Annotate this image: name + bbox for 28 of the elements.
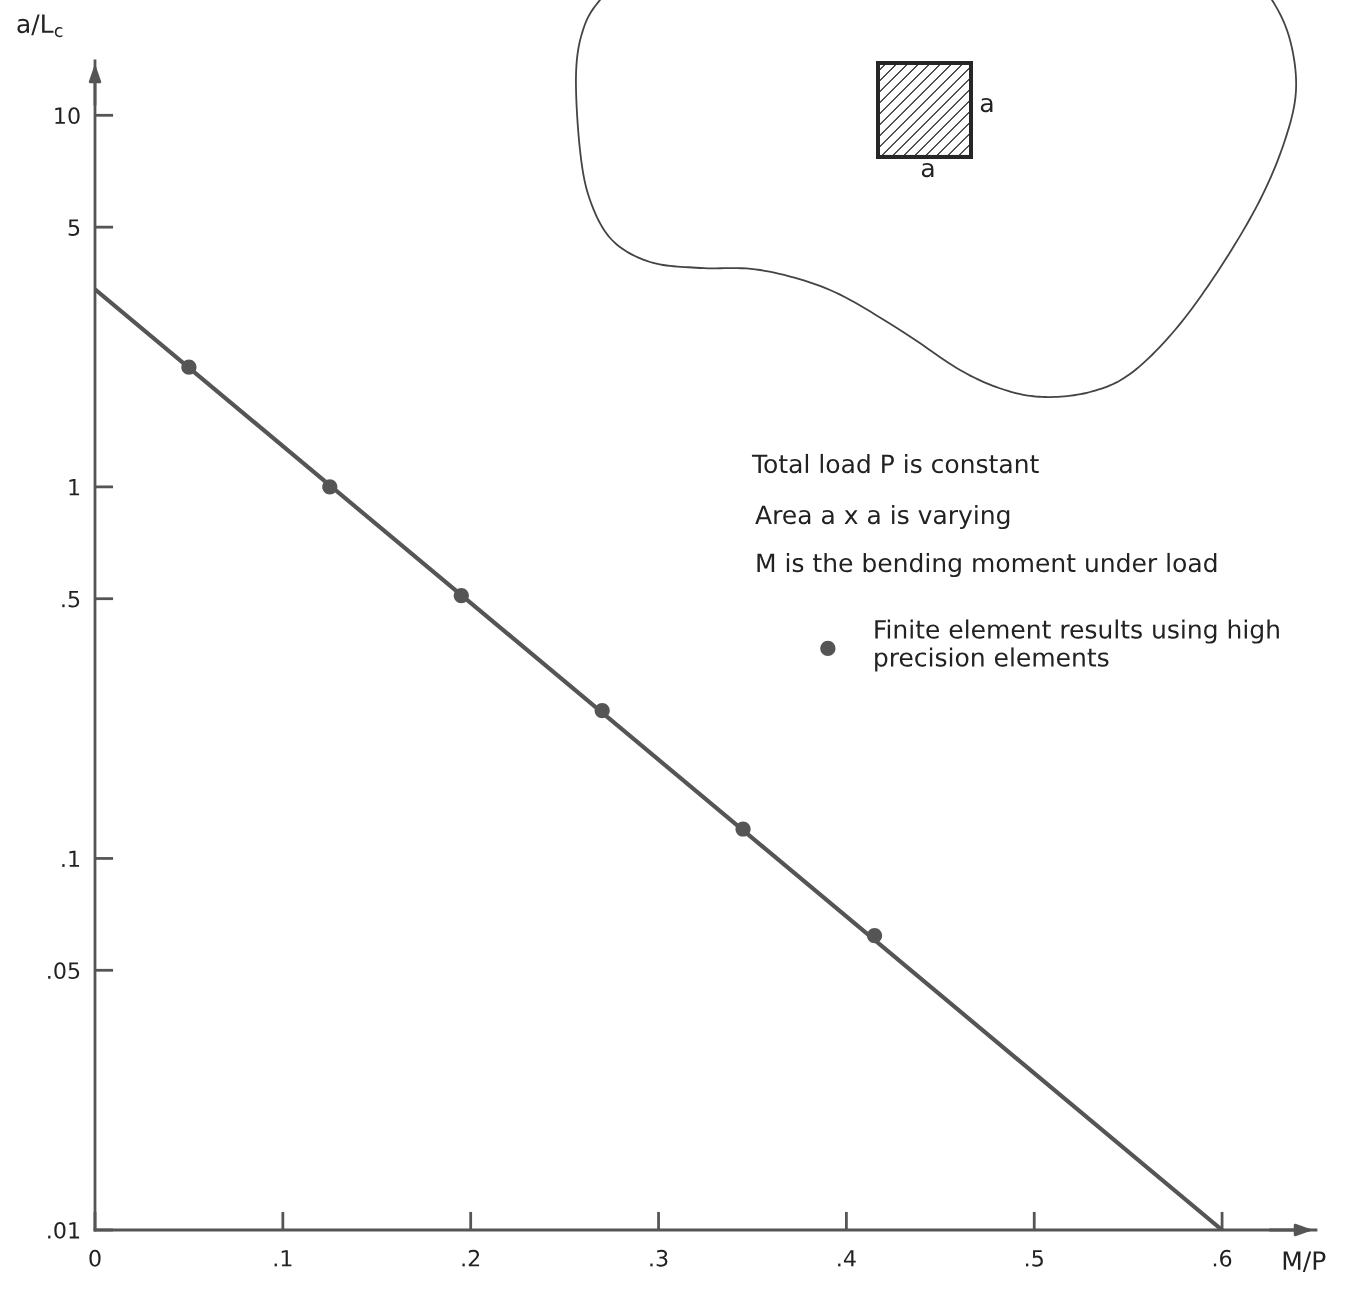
annotation: Area a x a is varying [755,504,1010,530]
point [322,479,338,495]
point [735,821,751,837]
x-tick-label: .2 [462,1249,480,1267]
annotation: M is the bending moment under load [757,552,1217,578]
y-tick-label: .05 [48,962,80,980]
y-axis-title: a/L$_{c}$ [17,14,63,38]
legend-label: Finite element results using high precision elements [875,619,1279,672]
x-tick-label: .4 [838,1250,856,1267]
y-tick-label: 1 [69,479,80,496]
point [594,702,610,719]
x-tick-label: .3 [650,1249,668,1267]
y-tick-label: .1 [62,850,80,867]
x-tick-label: .1 [274,1250,292,1267]
x-tick-label: .6 [1213,1249,1232,1267]
point [181,359,197,375]
annotation: a [921,162,934,178]
x-tick-label: 0 [89,1249,101,1267]
x-axis-title: M/P [1283,1251,1326,1272]
point [453,587,469,604]
annotation: Total load P is constant [751,453,1039,474]
y-tick-label: 10 [55,107,80,125]
x-tick-label: .5 [1026,1250,1043,1267]
point [866,927,883,944]
y-tick-label: .01 [48,1221,80,1239]
y-tick-label: 5 [68,219,80,236]
annotation: a [980,97,993,113]
y-tick-label: .5 [62,590,80,608]
